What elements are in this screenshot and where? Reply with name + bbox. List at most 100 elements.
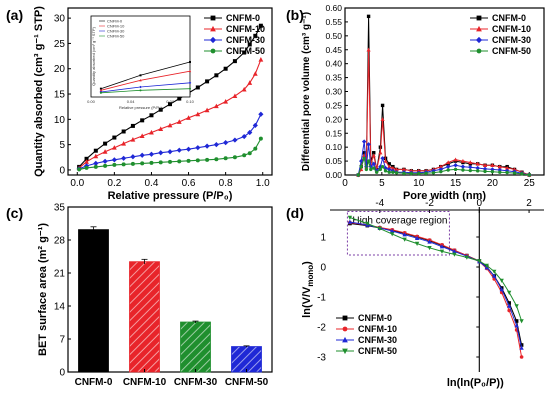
y-tick-label: 5 bbox=[59, 140, 65, 151]
data-point bbox=[102, 149, 108, 154]
data-point bbox=[490, 169, 495, 174]
x-tick-label: 2 bbox=[526, 198, 532, 209]
inset-x-tick-label: 0.00 bbox=[87, 99, 96, 104]
data-point bbox=[103, 163, 108, 168]
data-point bbox=[195, 158, 200, 163]
data-point bbox=[401, 167, 407, 172]
data-point bbox=[121, 162, 126, 167]
y-tick-label: 15 bbox=[54, 90, 66, 101]
plot-frame bbox=[67, 206, 273, 373]
inset-point bbox=[189, 61, 191, 63]
data-point bbox=[111, 157, 117, 163]
x-tick-label: 1.0 bbox=[256, 178, 270, 189]
x-tick-label: 0.4 bbox=[145, 178, 159, 189]
data-point bbox=[519, 355, 524, 359]
data-point bbox=[514, 319, 519, 323]
data-point bbox=[362, 151, 366, 155]
data-point bbox=[130, 154, 136, 160]
data-point bbox=[130, 123, 135, 128]
data-point bbox=[378, 167, 383, 172]
data-point bbox=[468, 168, 472, 173]
panel-label-b: (b) bbox=[286, 7, 304, 23]
legend-marker bbox=[210, 15, 216, 21]
y-axis-label-sub: mono bbox=[306, 265, 315, 287]
data-point bbox=[520, 172, 524, 176]
data-point bbox=[84, 165, 89, 170]
panel-label-a: (a) bbox=[6, 7, 23, 23]
y-tick-label: 0.00 bbox=[325, 170, 342, 180]
data-point bbox=[490, 163, 495, 167]
data-point bbox=[258, 136, 263, 141]
y-tick-label: 0.35 bbox=[325, 73, 342, 83]
legend-marker bbox=[210, 25, 216, 32]
data-point bbox=[140, 118, 145, 123]
data-point bbox=[130, 136, 136, 142]
y-axis-label: Differential pore volume (cm³ g⁻¹) bbox=[301, 12, 312, 171]
x-tick-label: 0.8 bbox=[219, 178, 233, 189]
x-axis-label: ln(ln(P₀/P)) bbox=[447, 377, 504, 389]
inset-point bbox=[139, 85, 142, 89]
data-point bbox=[391, 170, 395, 174]
data-point bbox=[377, 226, 382, 231]
data-point bbox=[359, 158, 364, 164]
x-tick-label: 10 bbox=[413, 178, 425, 189]
data-point bbox=[177, 159, 182, 164]
data-point bbox=[158, 150, 164, 156]
data-point bbox=[380, 164, 385, 169]
data-point bbox=[176, 147, 182, 153]
data-point bbox=[195, 85, 200, 90]
y-tick-label: 0.50 bbox=[325, 31, 342, 41]
data-point bbox=[204, 107, 210, 113]
y-tick-label: -2 bbox=[317, 323, 326, 334]
data-point bbox=[84, 156, 89, 161]
data-point bbox=[158, 126, 164, 131]
data-point bbox=[121, 141, 127, 146]
data-point bbox=[402, 232, 407, 237]
x-axis-label: Relative pressure (P/P₀) bbox=[108, 190, 233, 202]
data-point bbox=[140, 161, 145, 166]
y-tick-label: -3 bbox=[317, 353, 326, 364]
data-point bbox=[242, 50, 247, 55]
x-tick-label: 25 bbox=[524, 178, 536, 189]
data-point bbox=[111, 145, 117, 150]
data-point bbox=[512, 171, 517, 175]
data-point bbox=[347, 215, 353, 220]
data-point bbox=[242, 153, 247, 158]
series-line bbox=[78, 25, 262, 168]
data-point bbox=[468, 160, 473, 165]
data-point bbox=[253, 33, 258, 38]
data-point bbox=[468, 164, 473, 170]
data-point bbox=[347, 219, 353, 224]
data-point bbox=[461, 168, 465, 172]
data-point bbox=[505, 165, 510, 170]
series-line bbox=[78, 59, 262, 169]
data-point bbox=[252, 71, 258, 76]
x-tick-label: 0.0 bbox=[70, 178, 84, 189]
data-point bbox=[482, 166, 488, 172]
data-point bbox=[452, 249, 457, 254]
y-tick-label: 1 bbox=[320, 233, 326, 244]
series-line bbox=[349, 217, 523, 322]
data-point bbox=[439, 169, 443, 174]
legend-label: CNFM-10 bbox=[492, 24, 531, 34]
data-point bbox=[356, 173, 360, 177]
y-axis-label: BET surface area (m² g⁻¹) bbox=[37, 223, 49, 356]
chart-c: 0 7 14 21 28 35 BET surface area (m² g⁻¹) CNFM-… bbox=[37, 203, 273, 388]
data-point bbox=[366, 142, 371, 147]
data-point bbox=[372, 166, 376, 170]
data-point bbox=[497, 164, 502, 169]
data-point bbox=[378, 150, 383, 155]
data-point bbox=[366, 47, 371, 52]
inset-point bbox=[189, 87, 191, 90]
data-point bbox=[139, 152, 145, 158]
data-point bbox=[93, 160, 99, 166]
series-line bbox=[78, 138, 262, 170]
data-point bbox=[93, 153, 99, 159]
data-point bbox=[241, 133, 247, 140]
legend-label: CNFM-0 bbox=[358, 313, 392, 323]
y-tick-label: 25 bbox=[54, 39, 66, 50]
data-point bbox=[507, 303, 512, 308]
data-point bbox=[232, 137, 238, 143]
y-tick-label: 0 bbox=[320, 263, 326, 274]
